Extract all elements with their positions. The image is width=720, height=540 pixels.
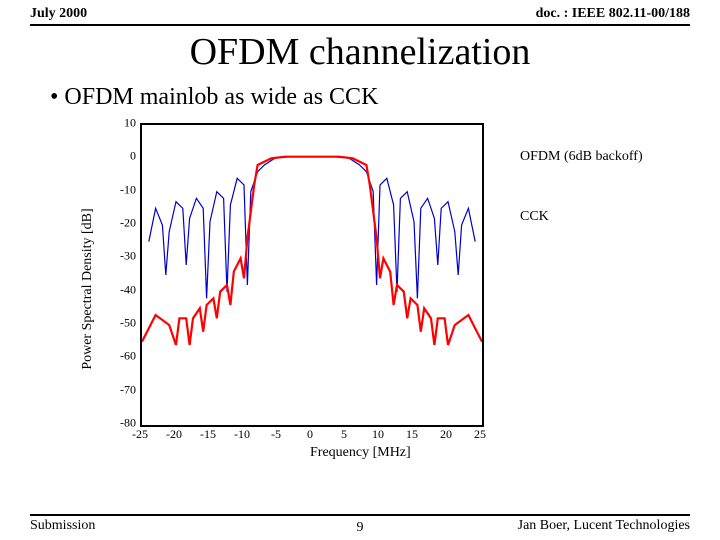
x-tick-label: -15 <box>200 427 216 442</box>
slide-title: OFDM channelization <box>0 30 720 74</box>
x-tick-label: 15 <box>406 427 418 442</box>
x-tick-label: -25 <box>132 427 148 442</box>
y-tick-label: -80 <box>102 416 136 431</box>
chart-plot-area <box>140 123 484 427</box>
x-tick-label: -10 <box>234 427 250 442</box>
x-tick-label: -20 <box>166 427 182 442</box>
legend-cck: CCK <box>520 209 549 225</box>
y-tick-label: -60 <box>102 349 136 364</box>
y-tick-label: 0 <box>102 149 136 164</box>
footer-rule <box>30 514 690 516</box>
y-axis-label: Power Spectral Density [dB] <box>80 208 96 369</box>
y-tick-label: -40 <box>102 282 136 297</box>
footer-left: Submission <box>30 518 95 534</box>
x-tick-label: 20 <box>440 427 452 442</box>
y-tick-label: -50 <box>102 316 136 331</box>
x-tick-label: 10 <box>372 427 384 442</box>
chart-svg <box>142 125 482 425</box>
page-number: 9 <box>357 520 364 536</box>
cck-line <box>149 157 475 299</box>
y-tick-label: 10 <box>102 116 136 131</box>
header-rule <box>30 24 690 26</box>
x-axis-label: Frequency [MHz] <box>310 445 411 461</box>
footer-right: Jan Boer, Lucent Technologies <box>518 518 690 534</box>
slide-header: July 2000 doc. : IEEE 802.11-00/188 <box>0 0 720 24</box>
x-tick-label: -5 <box>271 427 281 442</box>
header-date: July 2000 <box>30 6 87 22</box>
y-tick-label: -70 <box>102 382 136 397</box>
psd-chart: Power Spectral Density [dB] Frequency [M… <box>0 119 720 459</box>
y-tick-label: -30 <box>102 249 136 264</box>
ofdm-line <box>142 157 482 345</box>
y-tick-label: -20 <box>102 216 136 231</box>
x-tick-label: 25 <box>474 427 486 442</box>
header-doc: doc. : IEEE 802.11-00/188 <box>536 6 690 22</box>
y-tick-label: -10 <box>102 182 136 197</box>
x-tick-label: 0 <box>307 427 313 442</box>
bullet-point: • OFDM mainlob as wide as CCK <box>50 84 720 111</box>
x-tick-label: 5 <box>341 427 347 442</box>
legend-ofdm: OFDM (6dB backoff) <box>520 149 643 165</box>
